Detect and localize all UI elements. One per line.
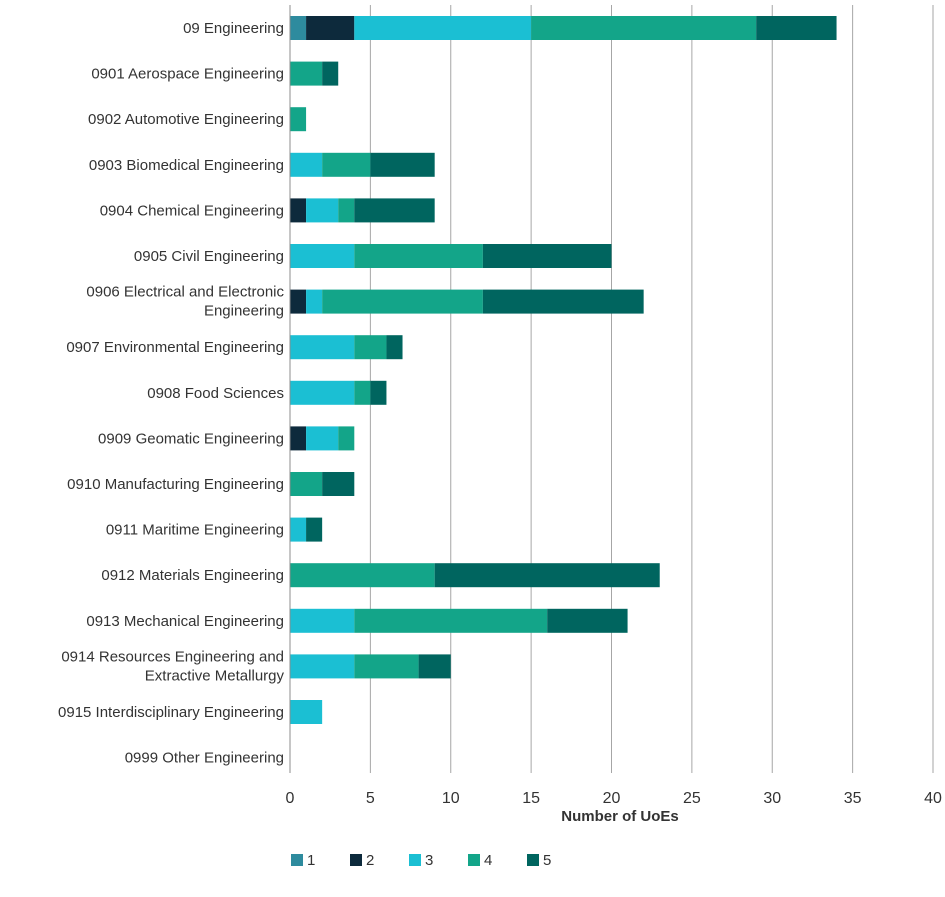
bar-segment-3 <box>306 198 339 223</box>
bar-segment-4 <box>354 608 548 633</box>
bar-segment-5 <box>547 608 628 633</box>
bar-segment-3 <box>290 654 355 679</box>
x-tick-label: 5 <box>366 790 375 807</box>
category-label: 0906 Electrical and Electronic Engineerin… <box>86 284 284 320</box>
bar-segment-4 <box>290 472 323 496</box>
category-label: 0904 Chemical Engineering <box>100 202 284 219</box>
category-label: 0910 Manufacturing Engineering <box>67 476 284 493</box>
bar-segment-3 <box>290 608 355 633</box>
legend-swatch-5 <box>527 854 539 866</box>
bar-segment-3 <box>290 335 355 360</box>
category-label: 0908 Food Sciences <box>147 385 284 402</box>
legend-label: 4 <box>484 852 492 869</box>
bar-segment-3 <box>306 426 339 451</box>
category-label: 0913 Mechanical Engineering <box>86 613 284 630</box>
category-label: 0907 Environmental Engineering <box>66 339 284 356</box>
legend-label: 2 <box>366 852 374 869</box>
category-label: 0909 Geomatic Engineering <box>98 430 284 447</box>
gridlines <box>369 5 934 773</box>
bar-segment-5 <box>756 16 837 40</box>
x-tick-label: 20 <box>603 790 621 807</box>
bar-segment-5 <box>370 152 435 177</box>
category-label: 0902 Automotive Engineering <box>88 111 284 128</box>
legend: 1 2 3 4 5 <box>291 852 551 869</box>
bar-segment-5 <box>418 654 451 679</box>
legend-swatch-2 <box>350 854 362 866</box>
bar-segment-4 <box>290 61 323 86</box>
legend-label: 5 <box>543 852 551 869</box>
legend-label: 1 <box>307 852 315 869</box>
category-label: 0912 Materials Engineering <box>101 567 284 584</box>
category-label: 0903 Biomedical Engineering <box>89 157 284 174</box>
bar-segment-3 <box>290 517 307 542</box>
x-axis: 0 5 10 15 20 25 30 35 40 <box>286 5 942 807</box>
x-tick-label: 15 <box>522 790 540 807</box>
category-label-line: 0906 Electrical and Electronic <box>86 284 284 301</box>
x-tick-label: 40 <box>924 790 942 807</box>
category-label: 0905 Civil Engineering <box>134 248 284 265</box>
bar-segment-4 <box>354 244 483 268</box>
bar-segment-4 <box>322 289 483 314</box>
x-tick-label: 30 <box>763 790 781 807</box>
bar-segment-5 <box>370 380 387 405</box>
bar-segment-4 <box>338 426 355 451</box>
x-tick-label: 10 <box>442 790 460 807</box>
category-label: 0911 Maritime Engineering <box>106 522 284 539</box>
bar-segment-5 <box>482 244 612 268</box>
category-label: 0914 Resources Engineering and Extractive… <box>61 648 284 684</box>
category-labels: 09 Engineering 0901 Aerospace Engineering… <box>58 20 284 767</box>
bars <box>290 16 837 724</box>
bar-segment-4 <box>290 107 307 132</box>
bar-segment-2 <box>306 16 355 40</box>
category-label: 09 Engineering <box>183 20 284 37</box>
bar-segment-4 <box>354 380 371 405</box>
bar-segment-4 <box>531 16 757 40</box>
category-label-line: Engineering <box>204 303 284 320</box>
bar-segment-5 <box>386 335 403 360</box>
bar-segment-3 <box>290 380 355 405</box>
bar-segment-4 <box>290 563 435 588</box>
x-tick-label: 0 <box>286 790 295 807</box>
category-label-line: 0914 Resources Engineering and <box>61 648 284 665</box>
bar-segment-2 <box>290 426 307 451</box>
bar-segment-4 <box>354 654 419 679</box>
legend-swatch-1 <box>291 854 303 866</box>
x-axis-title: Number of UoEs <box>561 808 679 825</box>
bar-segment-3 <box>354 16 532 40</box>
bar-segment-5 <box>322 61 339 86</box>
bar-segment-1 <box>290 16 307 40</box>
bar-segment-4 <box>322 152 371 177</box>
bar-segment-5 <box>482 289 644 314</box>
x-tick-label: 35 <box>844 790 862 807</box>
category-label: 0901 Aerospace Engineering <box>91 66 284 83</box>
bar-segment-2 <box>290 198 307 223</box>
category-label: 0915 Interdisciplinary Engineering <box>58 704 284 721</box>
legend-swatch-4 <box>468 854 480 866</box>
bar-segment-5 <box>306 517 323 542</box>
bar-segment-2 <box>290 289 307 314</box>
bar-segment-4 <box>338 198 355 223</box>
bar-segment-5 <box>434 563 660 588</box>
category-label-line: Extractive Metallurgy <box>145 667 285 684</box>
bar-segment-3 <box>290 152 323 177</box>
x-tick-label: 25 <box>683 790 701 807</box>
bar-segment-3 <box>306 289 323 314</box>
bar-segment-3 <box>290 700 323 724</box>
legend-swatch-3 <box>409 854 421 866</box>
bar-segment-3 <box>290 244 355 268</box>
legend-label: 3 <box>425 852 433 869</box>
bar-segment-4 <box>354 335 387 360</box>
bar-segment-5 <box>354 198 435 223</box>
bar-segment-5 <box>322 472 355 496</box>
category-label: 0999 Other Engineering <box>125 750 284 767</box>
